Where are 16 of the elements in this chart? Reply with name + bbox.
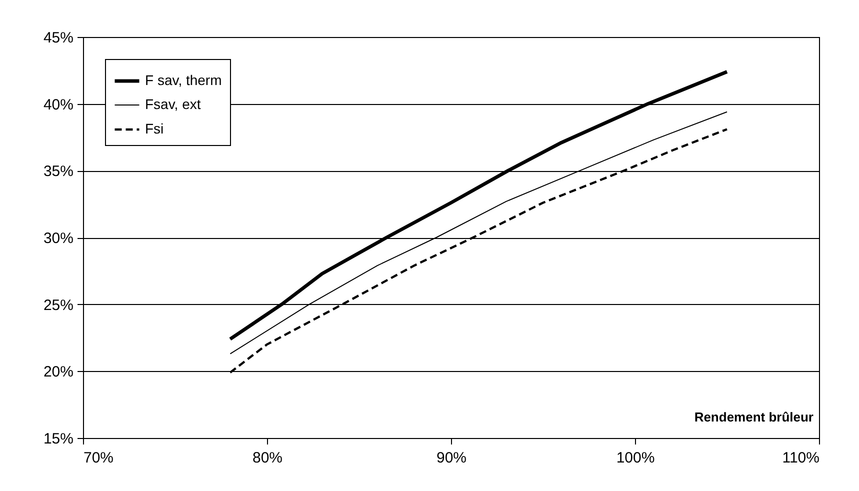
legend-label: Fsi bbox=[145, 120, 164, 136]
x-tick-label: 100% bbox=[616, 450, 655, 466]
x-axis-title: Rendement brûleur bbox=[694, 410, 814, 424]
y-tick-label: 20% bbox=[43, 364, 74, 381]
legend-label: Fsav, ext bbox=[145, 96, 201, 112]
legend-label: F sav, therm bbox=[145, 72, 222, 88]
y-tick-label: 40% bbox=[43, 96, 74, 114]
y-tick-label: 15% bbox=[43, 430, 74, 448]
x-tick-label: 110% bbox=[782, 450, 820, 466]
y-tick-label: 25% bbox=[43, 296, 74, 314]
y-tick-label: 45% bbox=[43, 30, 74, 46]
y-tick-label: 30% bbox=[43, 230, 74, 247]
x-tick-label: 70% bbox=[84, 450, 114, 466]
y-tick-label: 35% bbox=[43, 163, 74, 180]
x-tick-label: 90% bbox=[436, 450, 467, 466]
x-tick-label: 80% bbox=[252, 450, 283, 466]
